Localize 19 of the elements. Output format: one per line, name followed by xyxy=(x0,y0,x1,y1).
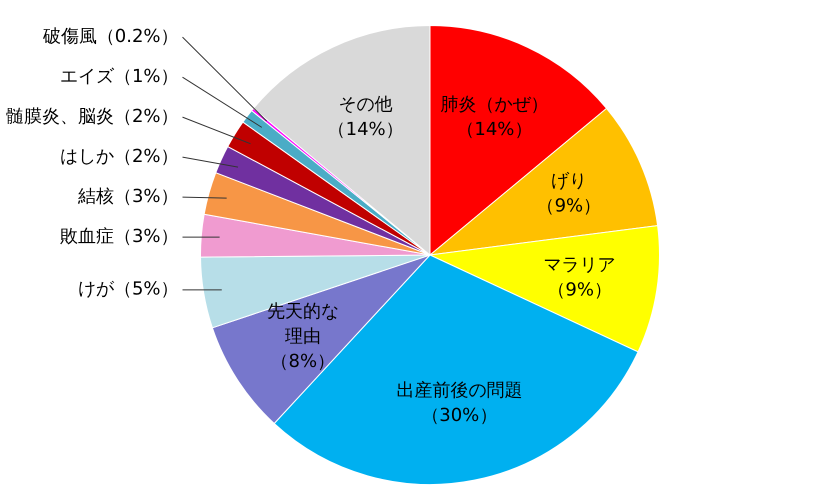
data-label: （9%） xyxy=(547,279,612,300)
slice-label: 結核（3%） xyxy=(76,186,178,207)
slice-label: 出産前後の問題 xyxy=(396,380,522,401)
slice-label: 破傷風（0.2%） xyxy=(42,26,178,47)
slice-label: その他 xyxy=(338,94,393,116)
data-label: （14%） xyxy=(456,119,532,140)
data-label: （30%） xyxy=(421,404,498,426)
data-label: （14%） xyxy=(328,119,404,140)
slice-label: はしか（2%） xyxy=(60,146,178,167)
slice-label: マラリア xyxy=(544,254,616,276)
slice-label: 髄膜炎、脳炎（2%） xyxy=(6,106,178,127)
slice-label: 肺炎（かぜ） xyxy=(440,94,548,116)
slice-label: 先天的な理由 xyxy=(266,300,339,347)
data-label: （8%） xyxy=(270,350,336,372)
slice-label: げり xyxy=(550,170,587,192)
data-label: （9%） xyxy=(536,196,602,217)
slice-label: けが（5%） xyxy=(78,278,178,300)
slice-label: 敗血症（3%） xyxy=(60,226,178,247)
slice-label: エイズ（1%） xyxy=(60,66,178,87)
